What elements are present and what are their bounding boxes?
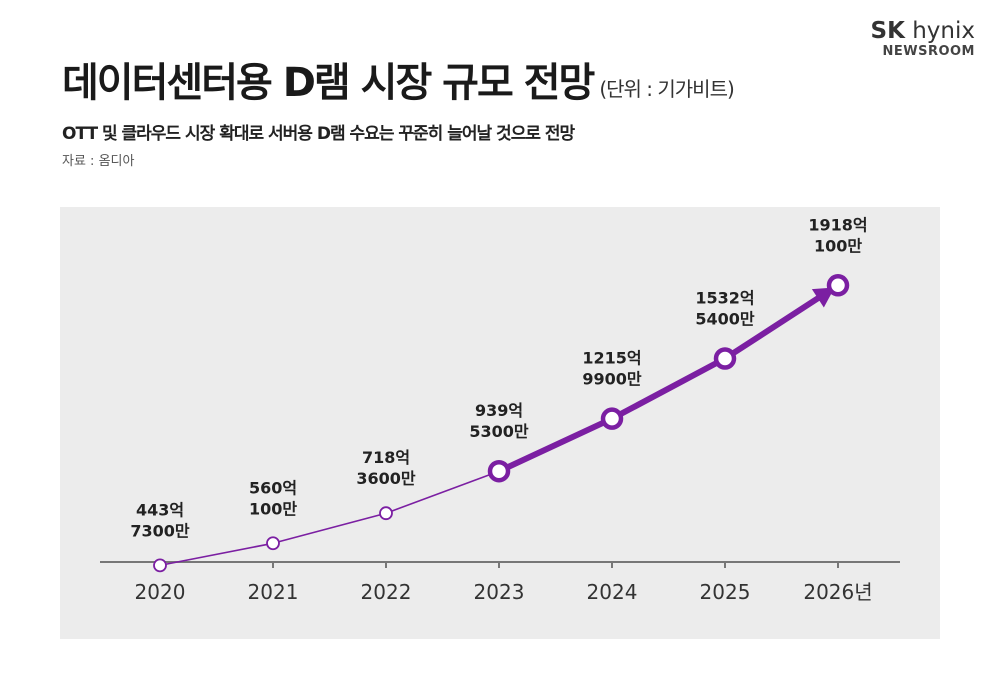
data-point — [266, 536, 280, 551]
data-point — [826, 274, 850, 297]
sk-hynix-logo: SK hynix NEWSROOM — [871, 18, 975, 59]
logo-brand: SK — [870, 18, 905, 44]
chart-panel: 2020 2021 2022 2023 2024 2025 2026년 443억 7300만 56… — [60, 207, 940, 639]
data-point — [600, 407, 624, 430]
x-tick-label: 2021 — [248, 580, 299, 604]
series-segment-thick — [496, 415, 615, 475]
data-point — [153, 558, 167, 573]
source-label: 자료 : 옴디아 — [62, 154, 135, 169]
data-label: 718억 3600만 — [356, 448, 416, 488]
x-tick-label: 2025 — [700, 580, 751, 604]
logo-sub: NEWSROOM — [882, 44, 975, 59]
series-segment-thick — [722, 293, 825, 362]
series-segment-thin — [159, 542, 274, 567]
unit-label: (단위 : 기가비트) — [599, 77, 734, 101]
data-point — [379, 506, 393, 521]
x-tick-label: 2020 — [135, 580, 186, 604]
logo-name: hynix — [912, 18, 975, 44]
series-segment-thin — [272, 512, 387, 545]
line-chart: 2020 2021 2022 2023 2024 2025 2026년 443억 7300만 56… — [100, 215, 900, 604]
data-label: 939억 5300만 — [469, 401, 529, 441]
data-point — [713, 347, 737, 370]
data-label: 1215억 9900만 — [582, 349, 642, 389]
data-label: 560억 100만 — [249, 478, 297, 518]
series-segment-thick — [609, 355, 728, 422]
data-label: 443억 7300만 — [130, 500, 190, 540]
subtitle: OTT 및 클라우드 시장 확대로 서버용 D램 수요는 꾸준히 늘어날 것으로… — [62, 124, 575, 144]
data-point — [487, 459, 511, 483]
x-tick-label: 2023 — [474, 580, 525, 604]
data-label: 1918억 100만 — [808, 215, 867, 255]
x-tick-label: 2024 — [587, 580, 638, 604]
page-title: 데이터센터용 D램 시장 규모 전망 — [62, 60, 595, 106]
x-tick-label: 2026년 — [803, 580, 872, 604]
title-row: 데이터센터용 D램 시장 규모 전망 (단위 : 기가비트) — [62, 50, 735, 108]
series-segment-thin — [385, 470, 500, 514]
arrow-head — [811, 287, 835, 308]
data-label: 1532억 5400만 — [695, 289, 755, 329]
x-tick-label: 2022 — [361, 580, 412, 604]
